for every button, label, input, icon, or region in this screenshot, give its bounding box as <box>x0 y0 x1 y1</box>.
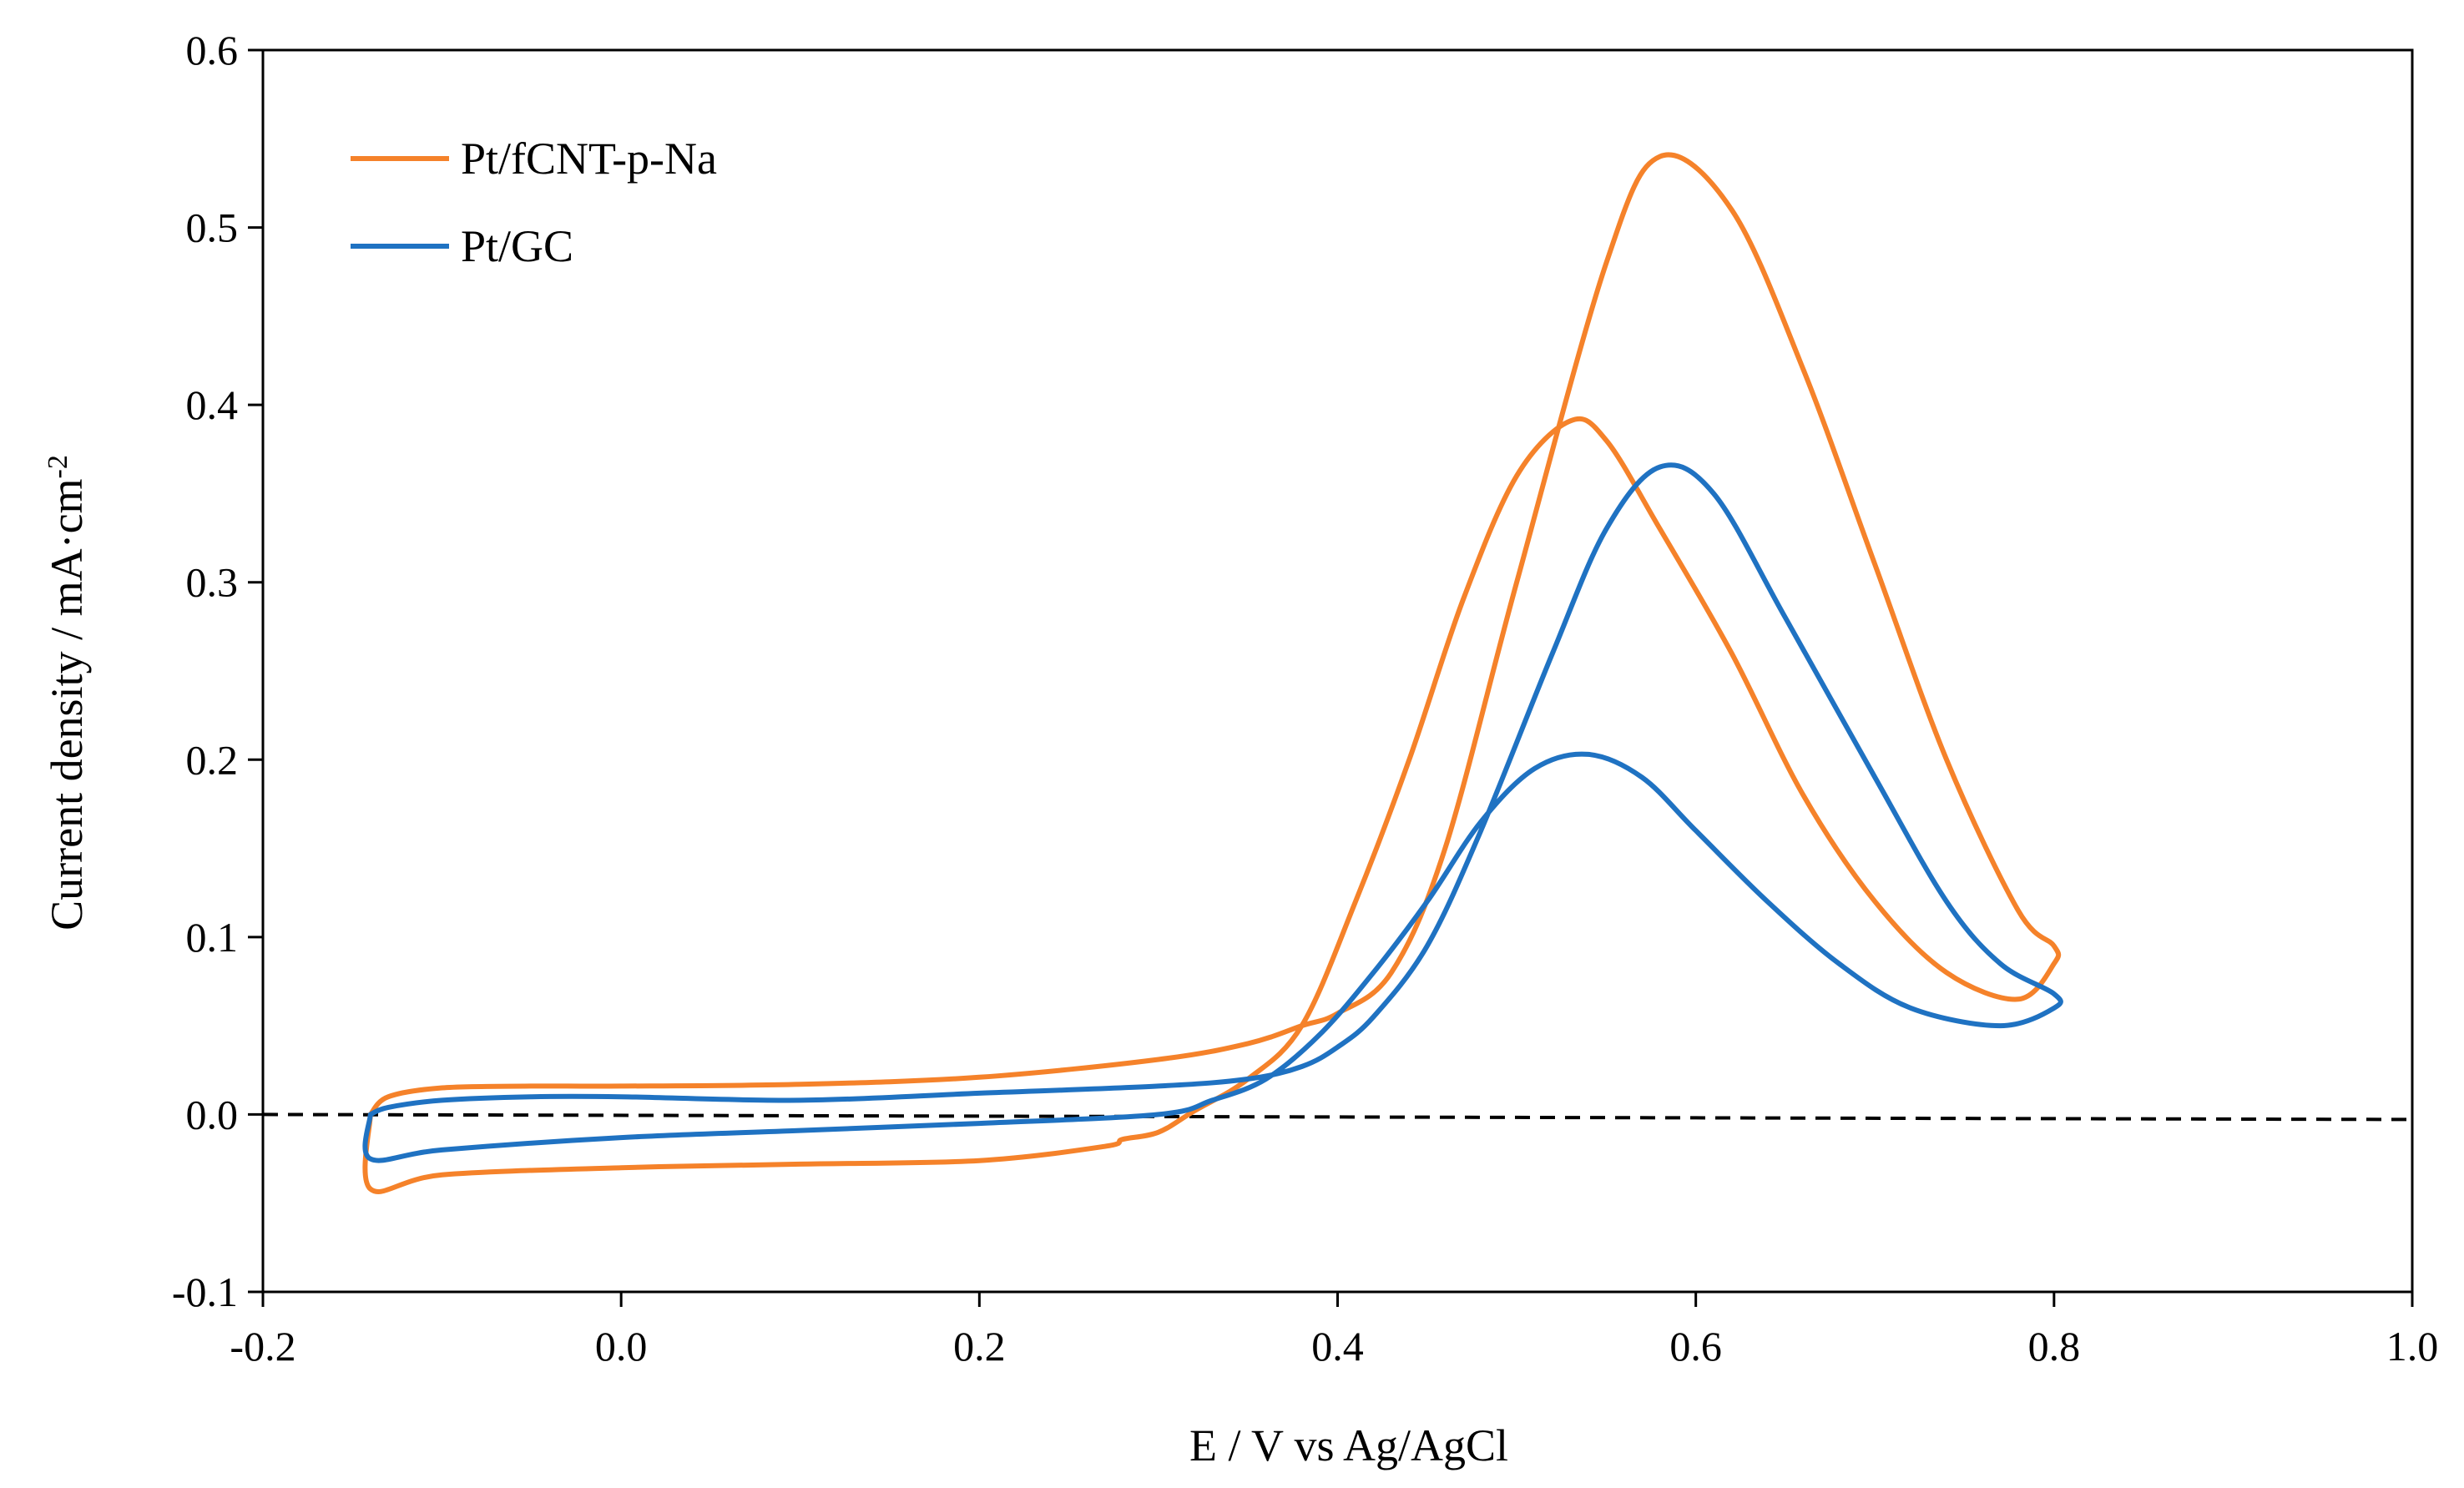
y-tick-label: 0.2 <box>186 736 239 783</box>
y-axis-title-superscript: -2 <box>43 455 73 478</box>
x-tick-label: 0.8 <box>2028 1323 2081 1369</box>
x-tick-label: 0.4 <box>1311 1323 1364 1369</box>
zero-reference-line <box>262 1112 2413 1122</box>
zero-dashed-line <box>262 1112 2413 1122</box>
x-axis-title: E / V vs Ag/AgCl <box>1189 1420 1508 1470</box>
plot-area <box>261 48 2414 1294</box>
x-axis: -0.2 0.0 0.2 0.4 0.6 0.8 1.0 <box>230 1292 2438 1369</box>
y-tick-label: 0.5 <box>186 204 239 251</box>
legend-label-pt-gc: Pt/GC <box>461 221 573 271</box>
x-tick-label: 0.2 <box>953 1323 1006 1369</box>
y-axis: -0.1 0.0 0.1 0.2 0.3 0.4 0.5 0.6 <box>172 27 263 1315</box>
y-axis-title: Current density / mA·cm-2 <box>42 455 92 931</box>
series-line-pt-fcnt-p-na <box>362 152 2062 1194</box>
x-tick-label: 0.0 <box>595 1323 648 1369</box>
legend: Pt/fCNT-p-Na Pt/GC <box>351 134 717 271</box>
plot-border <box>261 48 2414 1294</box>
y-tick-label: 0.3 <box>186 559 239 606</box>
y-tick-label: -0.1 <box>172 1269 238 1315</box>
y-axis-title-text: Current density / mA·cm <box>42 478 92 930</box>
x-tick-label: -0.2 <box>230 1323 295 1369</box>
series-lines <box>362 152 2063 1194</box>
y-tick-label: 0.1 <box>186 914 239 961</box>
y-tick-label: 0.4 <box>186 381 239 428</box>
legend-label-pt-fcnt-p-na: Pt/fCNT-p-Na <box>461 134 717 184</box>
y-tick-label: 0.0 <box>186 1091 239 1137</box>
y-tick-label: 0.6 <box>186 27 239 73</box>
x-tick-label: 1.0 <box>2386 1323 2439 1369</box>
x-tick-label: 0.6 <box>1669 1323 1722 1369</box>
series-line-pt-gc <box>362 462 2063 1163</box>
